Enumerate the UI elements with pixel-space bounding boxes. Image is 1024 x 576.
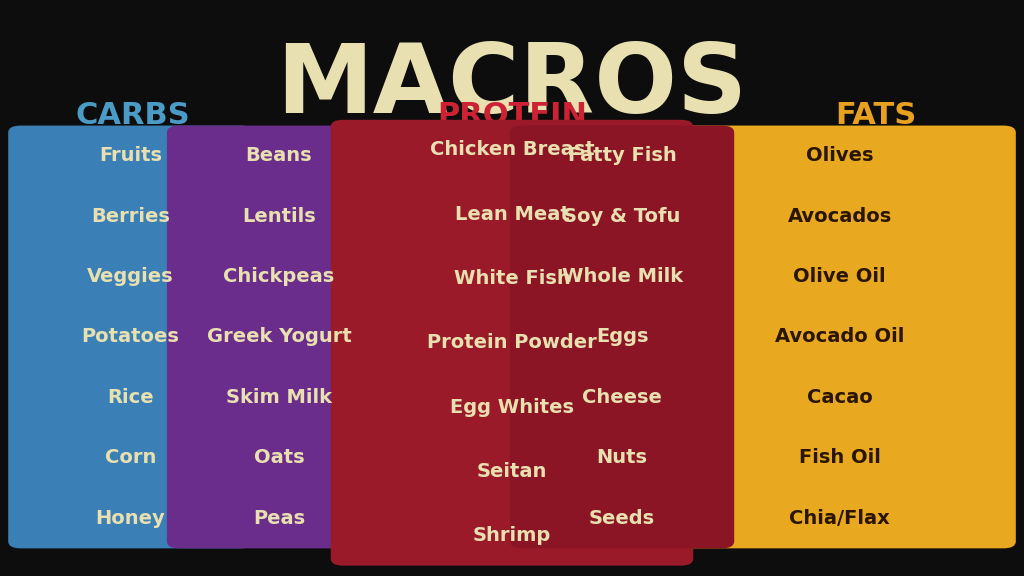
Text: Olive Oil: Olive Oil — [794, 267, 886, 286]
Text: Olives: Olives — [806, 146, 873, 165]
Text: Fish Oil: Fish Oil — [799, 449, 881, 467]
Text: PROTEIN: PROTEIN — [437, 101, 587, 130]
Text: Fruits: Fruits — [99, 146, 162, 165]
Text: Soy & Tofu: Soy & Tofu — [563, 207, 681, 225]
FancyBboxPatch shape — [331, 120, 693, 566]
Text: White Fish: White Fish — [454, 269, 570, 288]
Text: Chia/Flax: Chia/Flax — [790, 509, 890, 528]
Text: Potatoes: Potatoes — [82, 328, 179, 346]
Text: Avocados: Avocados — [787, 207, 892, 225]
Text: Chicken Breast: Chicken Breast — [430, 141, 594, 159]
Text: Lentils: Lentils — [242, 207, 316, 225]
Text: Seeds: Seeds — [589, 509, 655, 528]
Text: Cacao: Cacao — [807, 388, 872, 407]
Text: Chickpeas: Chickpeas — [223, 267, 335, 286]
Text: Egg Whites: Egg Whites — [450, 397, 574, 416]
Text: CARBS: CARBS — [76, 101, 190, 130]
Text: Shrimp: Shrimp — [473, 526, 551, 545]
Text: Oats: Oats — [254, 449, 304, 467]
Text: Whole Milk: Whole Milk — [561, 267, 683, 286]
Text: MACROS: MACROS — [276, 40, 748, 133]
FancyBboxPatch shape — [8, 126, 253, 548]
Text: Lean Meat: Lean Meat — [455, 204, 569, 223]
Text: Protein Powder: Protein Powder — [427, 334, 597, 352]
FancyBboxPatch shape — [167, 126, 391, 548]
Text: Berries: Berries — [91, 207, 170, 225]
Text: Seitan: Seitan — [477, 462, 547, 481]
Text: Nuts: Nuts — [597, 449, 647, 467]
Text: Greek Yogurt: Greek Yogurt — [207, 328, 351, 346]
Text: Rice: Rice — [108, 388, 154, 407]
Text: Peas: Peas — [253, 509, 305, 528]
Text: Skim Milk: Skim Milk — [226, 388, 332, 407]
Text: Corn: Corn — [104, 449, 157, 467]
Text: Cheese: Cheese — [582, 388, 663, 407]
Text: Eggs: Eggs — [596, 328, 648, 346]
Text: Honey: Honey — [95, 509, 166, 528]
Text: FATS: FATS — [835, 101, 916, 130]
Text: Veggies: Veggies — [87, 267, 174, 286]
FancyBboxPatch shape — [510, 126, 734, 548]
Text: Beans: Beans — [246, 146, 312, 165]
Text: Fatty Fish: Fatty Fish — [567, 146, 677, 165]
FancyBboxPatch shape — [664, 126, 1016, 548]
Text: Avocado Oil: Avocado Oil — [775, 328, 904, 346]
